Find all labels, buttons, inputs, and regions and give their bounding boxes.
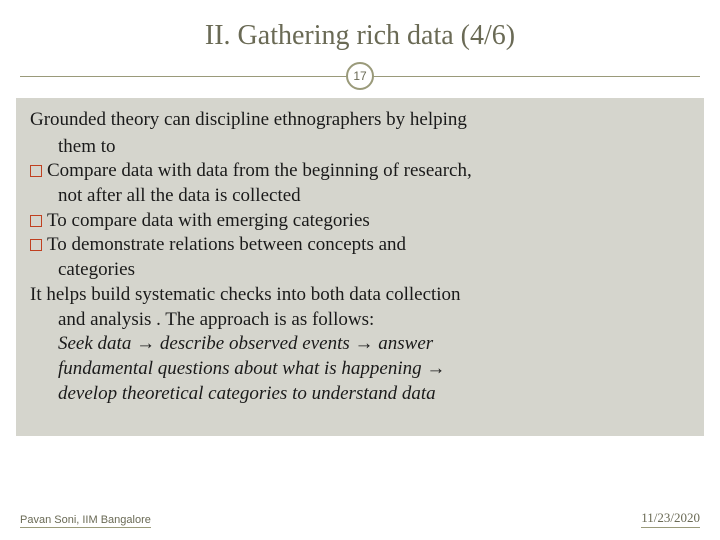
footer-date: 11/23/2020	[641, 510, 700, 528]
flow-line-3: develop theoretical categories to unders…	[30, 382, 690, 407]
post-paragraph-line-1: It helps build systematic checks into bo…	[30, 283, 690, 308]
title-divider: 17	[20, 62, 700, 92]
bullet-item: To compare data with emerging categories	[30, 209, 690, 234]
flow-line-1: Seek data → describe observed events → a…	[30, 332, 690, 357]
bullet-continuation: categories	[30, 258, 690, 283]
bullet-item: To demonstrate relations between concept…	[30, 233, 690, 258]
checkbox-icon	[30, 165, 42, 177]
bullet-continuation: not after all the data is collected	[30, 184, 690, 209]
intro-text: Grounded theory can discipline ethnograp…	[30, 108, 690, 133]
slide-footer: Pavan Soni, IIM Bangalore 11/23/2020	[20, 510, 700, 528]
slide: II. Gathering rich data (4/6) 17 Grounde…	[0, 0, 720, 540]
checkbox-icon	[30, 215, 42, 227]
bullet-text: Compare data with data from the beginnin…	[47, 159, 690, 184]
intro-line-2: them to	[30, 135, 690, 160]
flow-line-2: fundamental questions about what is happ…	[30, 357, 690, 382]
intro-line-1: Grounded theory can discipline ethnograp…	[30, 109, 467, 130]
bullet-text: To demonstrate relations between concept…	[47, 233, 690, 258]
slide-title: II. Gathering rich data (4/6)	[0, 0, 720, 62]
page-number-badge: 17	[346, 62, 374, 90]
bullet-item: Compare data with data from the beginnin…	[30, 159, 690, 184]
bullet-text: To compare data with emerging categories	[47, 209, 690, 234]
checkbox-icon	[30, 239, 42, 251]
footer-author: Pavan Soni, IIM Bangalore	[20, 514, 151, 528]
content-panel: Grounded theory can discipline ethnograp…	[16, 98, 704, 436]
post-paragraph-line-2: and analysis . The approach is as follow…	[30, 308, 690, 333]
